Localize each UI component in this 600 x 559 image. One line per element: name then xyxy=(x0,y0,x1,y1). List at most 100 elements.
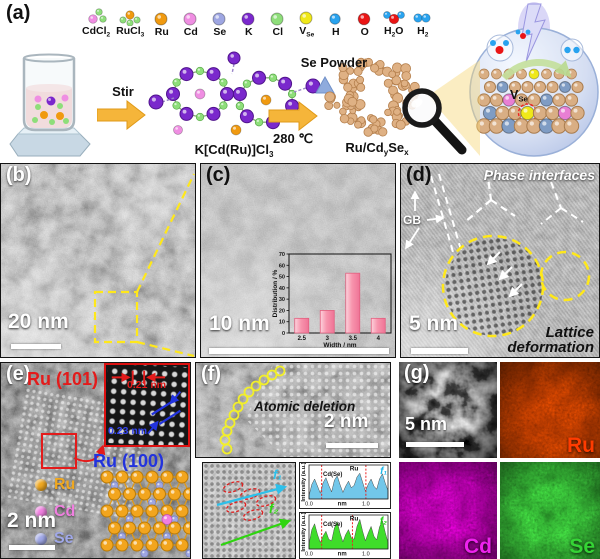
intermediate-label: K[Cd(Ru)]Cl3 xyxy=(194,142,274,159)
svg-text:0.0: 0.0 xyxy=(305,502,313,508)
atomic-deletion-label: Atomic deletion xyxy=(254,399,356,414)
se-map-label: Se xyxy=(569,535,595,558)
panel-f-label: (f) xyxy=(201,363,221,385)
legend-item-se: Se xyxy=(208,6,231,39)
legend-item-h2: H2 xyxy=(411,5,434,38)
panel-g-eds-maps: (g) 5 nm Ru Cd Se xyxy=(395,362,600,559)
panel-f-scale-text: 2 nm xyxy=(324,411,369,432)
svg-text:1.0: 1.0 xyxy=(362,502,370,508)
svg-text:40: 40 xyxy=(279,286,285,292)
panel-c-scale-text: 10 nm xyxy=(209,312,270,335)
f2-arrow-label: f₂ xyxy=(269,501,279,516)
ru-101-label: Ru (101) xyxy=(27,369,99,389)
legend-item-o: O xyxy=(353,6,376,39)
atomic-model xyxy=(100,470,190,557)
panel-b-tem: (b) 20 nm xyxy=(0,163,196,358)
panel-g-label: (g) xyxy=(404,362,430,384)
panel-b-label: (b) xyxy=(6,164,32,186)
svg-text:Width / nm: Width / nm xyxy=(323,342,356,348)
panel-d-scale-text: 5 nm xyxy=(409,312,459,335)
intensity-profile-f1: Intensity (a.u.) Cd(Se) Ru f₁ 0.0 1.0 nm xyxy=(299,462,391,509)
svg-text:Ru: Ru xyxy=(350,516,359,523)
spacing-023-label: 0.23 nm xyxy=(108,425,148,437)
svg-text:4: 4 xyxy=(377,336,381,342)
panel-f-profile-image: f₁ f₂ xyxy=(202,462,296,559)
ru-100-label: Ru (100) xyxy=(93,451,165,471)
svg-text:3.5: 3.5 xyxy=(349,336,358,342)
panel-c-tem: (c) 0 10 20 30 40 50 60 70 Distribution / % 2.5 3 3… xyxy=(200,163,396,358)
svg-text:Distribution / %: Distribution / % xyxy=(272,269,279,317)
legend-row-cd: Cd xyxy=(35,498,75,525)
svg-text:20: 20 xyxy=(279,308,285,314)
grain-boundary-label: GB xyxy=(403,213,421,227)
legend-item-rucl3: RuCl3 xyxy=(116,5,144,38)
panel-g-scale-text: 5 nm xyxy=(405,414,448,434)
legend-row-se: Se xyxy=(35,525,75,552)
svg-text:Ru: Ru xyxy=(350,466,359,473)
se-powder-label: Se Powder xyxy=(300,55,368,70)
haadf-image: (g) 5 nm xyxy=(399,362,497,458)
spacing-021-label: 0.21 nm xyxy=(127,379,167,391)
svg-text:0.0: 0.0 xyxy=(305,552,313,558)
stir-arrow-icon xyxy=(97,100,146,130)
panel-d-scale-bar xyxy=(411,348,468,354)
stir-label: Stir xyxy=(112,84,134,99)
panel-e-scale-text: 2 nm xyxy=(7,509,57,532)
panel-b-scale-text: 20 nm xyxy=(8,310,69,333)
f1-arrow-label: f₁ xyxy=(273,467,282,482)
svg-text:1.0: 1.0 xyxy=(362,552,370,558)
intensity-profile-f2: Intensity (a.u.) Cd(Se) Ru f₂ 0.0 1.0 nm xyxy=(299,512,391,559)
svg-text:10: 10 xyxy=(279,320,285,326)
ru-map-label: Ru xyxy=(567,434,595,457)
se-dot-icon xyxy=(35,532,47,545)
legend-row-ru: Ru xyxy=(35,471,75,498)
legend-item-k: K xyxy=(237,6,260,39)
legend-item-ru: Ru xyxy=(150,6,173,39)
legend-item-cl: Cl xyxy=(266,6,289,39)
heating-arrow-icon xyxy=(268,101,318,131)
legend-item-cdcl2: CdCl2 xyxy=(82,5,110,38)
reagent-legend: CdCl2 RuCl3 Ru Cd Se K Cl VSe H O H2O H2 xyxy=(82,5,434,38)
beaker-icon xyxy=(9,53,91,157)
size-distribution-inset: 0 10 20 30 40 50 60 70 Distribution / % 2.5 3 3.5 4 W… xyxy=(271,250,395,349)
phase-interfaces-label: Phase interfaces xyxy=(483,167,595,183)
svg-text:2.5: 2.5 xyxy=(298,336,307,342)
panel-f-scale-bar xyxy=(326,443,378,448)
panel-e-hrtem: (e) Ru (101) 0.21 nm 0.23 nm Ru (100) Ru… xyxy=(0,362,191,559)
svg-text:30: 30 xyxy=(279,297,285,303)
svg-text:60: 60 xyxy=(279,263,285,269)
se-powder-icon xyxy=(315,76,335,94)
atomic-deletion-markers xyxy=(219,365,286,455)
lattice-deformation-label: Lattice deformation xyxy=(507,323,594,357)
panel-e-scale-bar xyxy=(9,545,55,550)
atom-legend: Ru Cd Se xyxy=(35,471,75,552)
temperature-label: 280 ℃ xyxy=(273,131,313,146)
profile-arrows xyxy=(216,481,292,547)
inset-pointer-arrow xyxy=(73,444,106,462)
lattice-inset xyxy=(104,363,190,447)
legend-item-h2o: H2O xyxy=(382,5,406,38)
panel-g-scale-bar xyxy=(406,442,464,447)
panel-c-label: (c) xyxy=(206,164,231,186)
ru-eds-map: Ru xyxy=(500,362,600,458)
svg-text:nm: nm xyxy=(338,502,347,508)
magnified-surface-view: VSe xyxy=(468,0,600,161)
svg-text:Intensity (a.u.): Intensity (a.u.) xyxy=(301,463,307,502)
magnified-region-box xyxy=(41,433,77,469)
cd-map-label: Cd xyxy=(464,535,492,558)
legend-item-vse: VSe xyxy=(295,5,318,38)
svg-text:Cd(Se): Cd(Se) xyxy=(323,472,342,478)
spacing-annotations xyxy=(111,370,182,435)
product-label: Ru/CdySex xyxy=(345,140,409,157)
svg-text:50: 50 xyxy=(279,275,285,281)
se-eds-map: Se xyxy=(500,462,600,559)
crystal-structure-model xyxy=(148,51,320,136)
svg-text:Intensity (a.u.): Intensity (a.u.) xyxy=(301,513,307,552)
se-vacancy-label: VSe xyxy=(510,88,528,104)
panel-e-label: (e) xyxy=(6,363,31,385)
panel-d-hrtem: (d) Phase interfaces GB 5 nm Lattice def… xyxy=(400,163,600,358)
magnifier-icon xyxy=(402,88,467,155)
panel-a-label: (a) xyxy=(6,2,31,24)
svg-text:f₂: f₂ xyxy=(380,516,387,527)
